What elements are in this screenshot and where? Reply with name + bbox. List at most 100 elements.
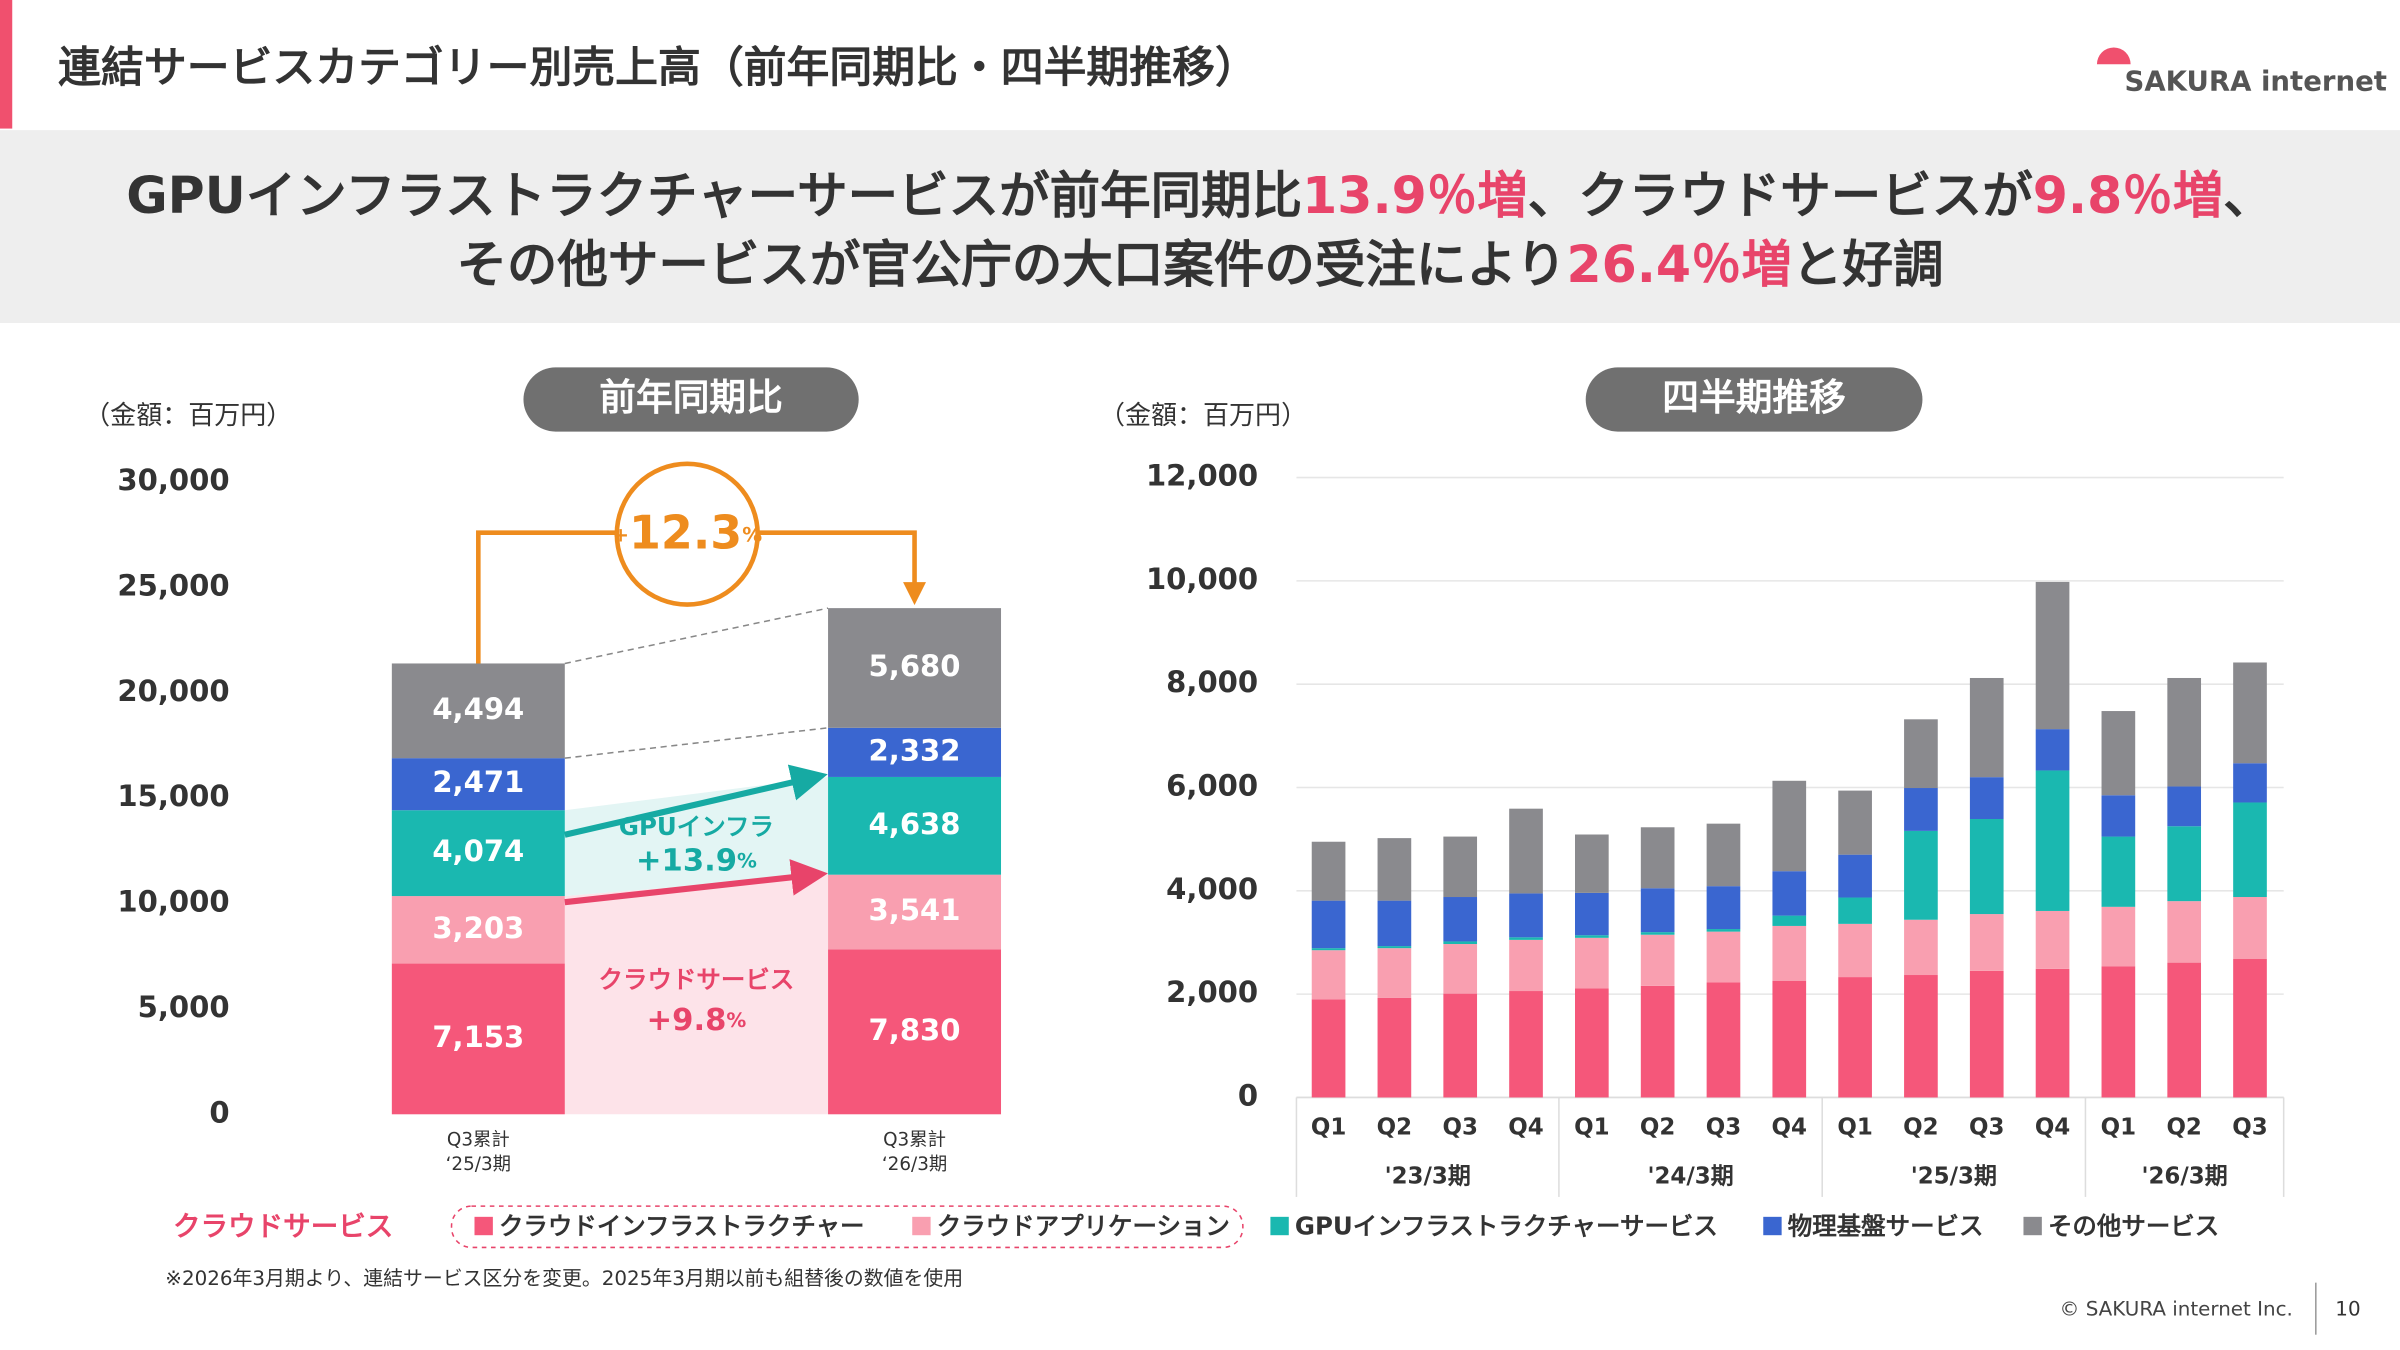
group-label: '25/3期	[1911, 1164, 1997, 1190]
y-tick-label: 0	[209, 1095, 229, 1129]
x-tick-label: Q1	[1311, 1115, 1346, 1141]
banner-line: その他サービスが官公庁の大口案件の受注により26.4％増と好調	[456, 234, 1943, 293]
bar-segment	[828, 949, 1002, 1115]
bar-segment	[1377, 997, 1412, 1098]
value-label: 2,471	[432, 765, 524, 799]
bar-segment	[1904, 830, 1938, 920]
y-tick-label: 5,000	[138, 990, 230, 1024]
x-tick-label: ‘26/3期	[882, 1154, 947, 1175]
bar-segment	[1640, 932, 1675, 935]
banner	[0, 130, 2400, 323]
bar-segment	[1377, 946, 1412, 949]
bar-segment	[1509, 991, 1543, 1098]
bar-segment	[1838, 977, 1872, 1098]
x-tick-label: Q2	[1640, 1115, 1675, 1141]
legend-swatch	[1763, 1216, 1782, 1236]
bar-segment	[1443, 944, 1478, 994]
bar-segment	[1311, 900, 1346, 949]
banner-line: GPUインフラストラクチャーサービスが前年同期比13.9％増、クラウドサービスが…	[126, 165, 2274, 224]
bar-segment	[1377, 838, 1412, 901]
x-tick-label: Q2	[2166, 1115, 2201, 1141]
bar-segment	[2233, 763, 2267, 803]
panel-pill	[523, 367, 859, 432]
x-tick-label: Q1	[1837, 1115, 1872, 1141]
bar-segment	[391, 758, 565, 811]
connector-dash	[564, 607, 829, 665]
value-label: 7,830	[869, 1013, 961, 1047]
bar-segment	[1904, 975, 1938, 1098]
bar-segment	[1509, 808, 1543, 894]
legend-label: クラウドアプリケーション	[937, 1212, 1230, 1241]
change-unit: %	[737, 849, 757, 872]
change-sign: +	[647, 1002, 673, 1037]
bar-segment	[2101, 966, 2136, 1098]
bar-segment	[1772, 915, 1807, 926]
bar-segment	[1706, 929, 1741, 932]
legend-label: クラウドインフラストラクチャー	[499, 1212, 865, 1241]
bar-segment	[1904, 919, 1938, 976]
bar-segment	[1311, 999, 1346, 1098]
bar-segment	[1904, 788, 1938, 831]
bar-segment	[1706, 886, 1741, 930]
change-label: クラウドサービス	[599, 965, 795, 994]
y-tick-label: 20,000	[117, 674, 229, 708]
bar-segment	[1311, 841, 1346, 901]
value-label: 4,638	[869, 807, 961, 841]
legend-label: GPUインフラストラクチャーサービス	[1295, 1212, 1718, 1241]
growth-badge	[614, 461, 760, 607]
bar-segment	[1377, 948, 1412, 998]
x-tick-label: ‘25/3期	[446, 1154, 511, 1175]
bar-segment	[391, 896, 565, 964]
bar-segment	[1838, 854, 1872, 898]
bar-segment	[2233, 802, 2267, 898]
bar-segment	[1969, 677, 2004, 778]
bar-segment	[828, 874, 1002, 950]
bar-segment	[1640, 827, 1675, 889]
bar-segment	[1575, 937, 1609, 989]
x-tick-label: Q3累計	[883, 1129, 946, 1150]
bar-segment	[1575, 935, 1609, 938]
change-sign: +	[636, 843, 662, 878]
growth-number: 12.3	[629, 505, 742, 559]
bar-segment	[1640, 985, 1675, 1098]
bar-segment	[1509, 893, 1543, 938]
logo-icon	[2096, 47, 2131, 65]
x-tick-label: Q3	[1969, 1115, 2004, 1141]
bar-segment	[2233, 959, 2267, 1098]
charts: 前年同期比 （金額：百万円） 0 5,000 10,000 15,000 20,000 25,…	[84, 367, 2285, 1241]
bar-segment	[1575, 892, 1609, 936]
banner-text: GPUインフラストラクチャーサービスが前年同期比13.9％増、クラウドサービスが…	[126, 165, 2274, 293]
bar-segment	[2101, 795, 2136, 837]
change-value: +9.8%	[647, 1002, 747, 1037]
logo: SAKURA internet	[2124, 66, 2386, 98]
banner-segment: その他サービスが官公庁の大口案件の受注により	[456, 234, 1566, 293]
panel-title: 前年同期比	[599, 376, 783, 419]
panel-pill	[1585, 367, 1923, 432]
bar-segment	[1969, 819, 2004, 915]
y-tick-label: 8,000	[1166, 665, 1258, 699]
copyright: © SAKURA internet Inc.	[2060, 1298, 2293, 1321]
bar-segment	[1772, 980, 1807, 1098]
bar-segment	[1706, 931, 1741, 983]
banner-highlight: 9.8％増	[2033, 165, 2223, 224]
bar-segment	[828, 608, 1002, 728]
value-label: 7,153	[432, 1020, 524, 1054]
change-value: +13.9%	[636, 843, 757, 878]
value-label: 5,680	[869, 649, 961, 683]
connector-area	[564, 874, 829, 1115]
bar-segment	[2167, 677, 2202, 787]
y-tick-label: 30,000	[117, 463, 229, 497]
legend-swatch	[474, 1216, 493, 1236]
arrow	[564, 859, 828, 906]
bar-segment	[1640, 934, 1675, 986]
bar-segment	[1904, 719, 1938, 789]
bar-segment	[2101, 906, 2136, 967]
legend-group-box	[450, 1205, 1244, 1249]
bar-segment	[391, 963, 565, 1115]
connectors	[564, 607, 829, 1115]
y-tick-label: 4,000	[1166, 872, 1258, 906]
bar-segment	[2035, 770, 2070, 911]
bar-segment	[1969, 970, 2004, 1098]
y-tick-label: 10,000	[1146, 562, 1258, 596]
y-tick-label: 25,000	[117, 569, 229, 603]
